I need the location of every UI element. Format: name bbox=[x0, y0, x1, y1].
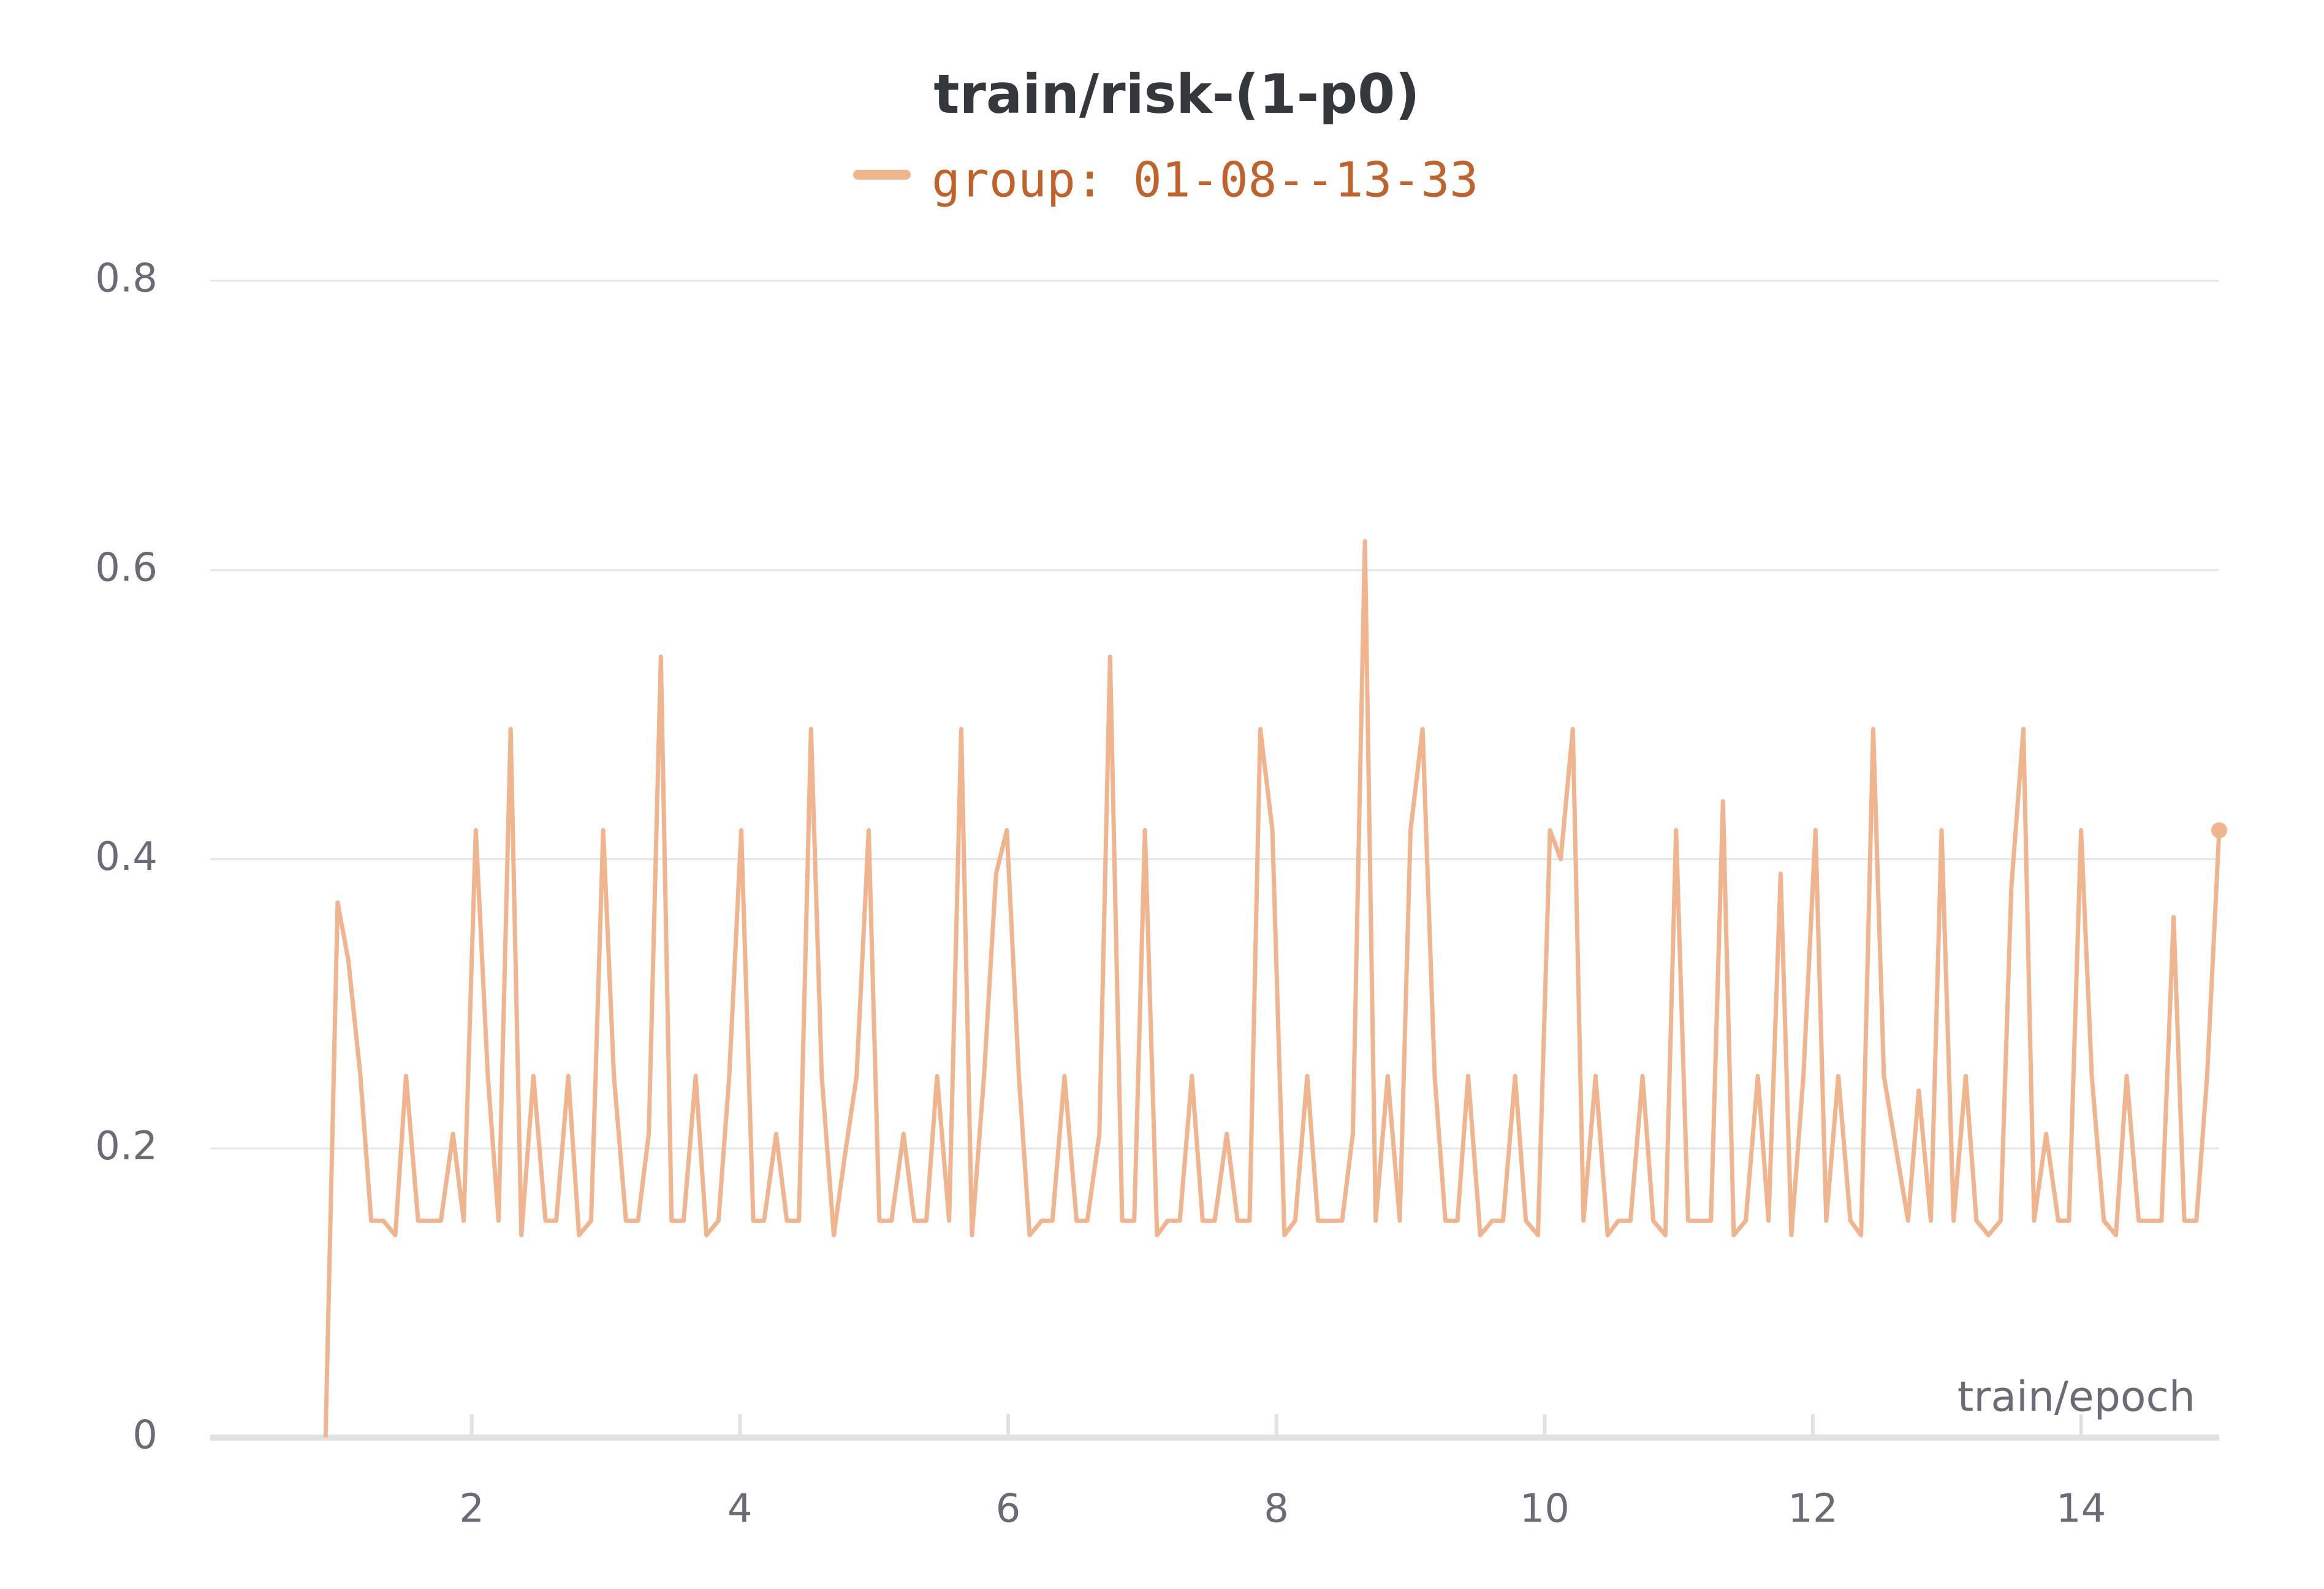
series-line bbox=[323, 539, 2222, 1438]
x-axis-label: train/epoch bbox=[1958, 1373, 2195, 1422]
x-tick-label: 12 bbox=[1788, 1487, 1837, 1532]
x-tick-label: 14 bbox=[2056, 1487, 2106, 1532]
legend-label: group: 01-08--13-33 bbox=[932, 153, 1478, 208]
x-tick-label: 6 bbox=[996, 1487, 1021, 1532]
x-tick-label: 4 bbox=[727, 1487, 753, 1532]
x-tick-label: 10 bbox=[1520, 1487, 1570, 1532]
end-point bbox=[2211, 822, 2227, 839]
y-tick-label: 0.2 bbox=[95, 1124, 158, 1169]
chart-title: train/risk-(1-p0) bbox=[933, 63, 1419, 126]
y-tick-label: 0.4 bbox=[95, 834, 158, 880]
y-tick-label: 0.8 bbox=[95, 256, 158, 302]
y-tick-label: 0 bbox=[132, 1413, 158, 1458]
x-tick-label: 8 bbox=[1264, 1487, 1289, 1532]
y-tick-label: 0.6 bbox=[95, 545, 158, 590]
x-tick-label: 2 bbox=[459, 1487, 484, 1532]
